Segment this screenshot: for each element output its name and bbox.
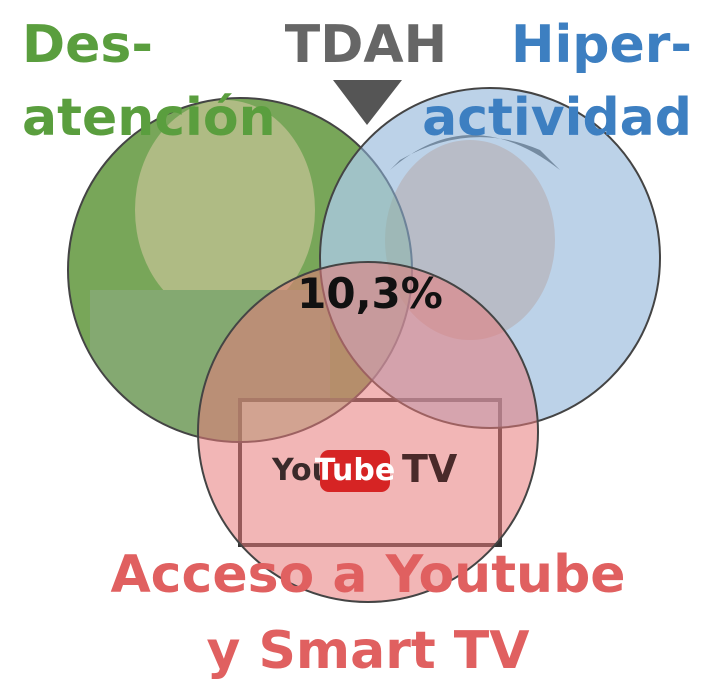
bottom-label-1: Acceso a Youtube — [110, 545, 625, 605]
logo-tv: TV — [402, 447, 458, 491]
bottom-label-2: y Smart TV — [206, 621, 529, 681]
right-label-2: actividad — [422, 88, 692, 148]
venn-diagram: You Tube TV Des- atención TDAH Hiper- ac… — [0, 0, 704, 685]
center-value: 10,3% — [297, 269, 443, 318]
left-label-2: atención — [22, 88, 276, 148]
top-label: TDAH — [285, 15, 447, 75]
logo-tube: Tube — [315, 453, 395, 488]
left-label-1: Des- — [22, 15, 153, 75]
right-label-1: Hiper- — [511, 15, 692, 75]
